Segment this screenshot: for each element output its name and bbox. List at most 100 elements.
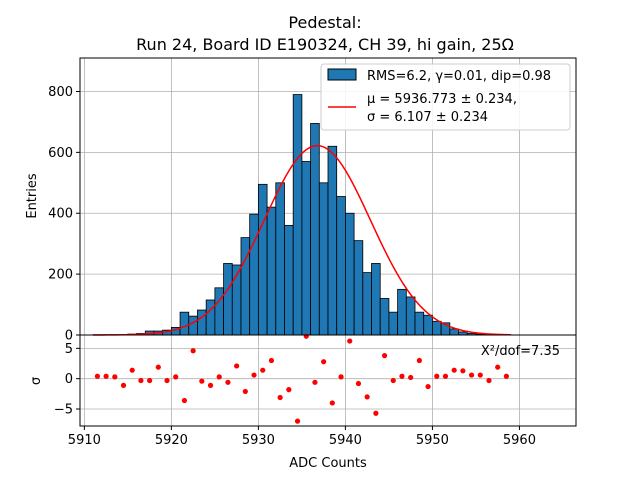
histogram-bar — [266, 206, 277, 336]
gaussian-fit-curve — [93, 144, 511, 336]
histogram-bar — [214, 287, 224, 336]
histogram-bar — [336, 196, 346, 336]
histogram-bar — [353, 240, 364, 336]
histogram-ytick-label: 400 — [48, 207, 73, 222]
residual-xtick-label: 5930 — [242, 433, 275, 448]
histogram-bar — [423, 314, 433, 336]
residual-point — [442, 373, 449, 379]
histogram-bar — [379, 298, 390, 336]
legend-hist-label: RMS=6.2, γ=0.01, dip=0.98 — [367, 69, 551, 84]
residual-point — [120, 382, 127, 388]
histogram-bar — [318, 182, 329, 336]
histogram-bar — [362, 272, 372, 336]
residual-point — [242, 388, 248, 395]
residual-point — [207, 382, 214, 388]
residual-point — [399, 373, 405, 379]
residual-point — [155, 364, 161, 370]
residual-xticks: 5910 5920 5930 5940 5950 5960 — [68, 426, 536, 448]
histogram-bar — [249, 213, 259, 336]
residual-ytick-label: 5 — [65, 342, 73, 357]
histogram-bar — [223, 263, 233, 336]
residual-point — [329, 400, 335, 406]
legend-fit-label-sigma: σ = 6.107 ± 0.234 — [367, 110, 488, 125]
residual-point — [338, 374, 344, 380]
residual-point — [199, 378, 205, 384]
histogram-bar — [301, 161, 311, 336]
histogram-ytick-label: 200 — [48, 268, 73, 283]
histogram-bar — [188, 315, 198, 336]
residual-point — [416, 357, 422, 364]
residual-grid — [80, 335, 576, 426]
residual-xlabel: ADC Counts — [289, 456, 367, 471]
residual-point — [129, 367, 135, 373]
residual-point — [425, 383, 431, 390]
residual-point — [408, 374, 414, 381]
residual-point — [277, 394, 283, 401]
residual-xtick-label: 5940 — [329, 433, 362, 448]
residual-point — [103, 373, 109, 379]
residual-point — [234, 363, 240, 369]
residual-points — [94, 333, 509, 424]
legend: RMS=6.2, γ=0.01, dip=0.98 μ = 5936.773 ±… — [320, 63, 571, 131]
histogram-bars — [92, 94, 512, 336]
residual-xtick-label: 5950 — [416, 433, 449, 448]
residual-point — [286, 387, 292, 393]
residual-point — [181, 397, 188, 404]
histogram-bar — [284, 225, 294, 336]
histogram-bar — [197, 309, 207, 336]
residual-point — [486, 377, 492, 384]
residual-point — [147, 377, 153, 384]
residual-point — [190, 348, 196, 354]
chart-subtitle: Run 24, Board ID E190324, CH 39, hi gain… — [136, 35, 514, 54]
residual-point — [381, 353, 388, 359]
histogram-ytick-label: 0 — [65, 329, 73, 344]
residual-panel: −5 0 5 5910 5920 5930 5940 5950 5960 σ ADC Coun… — [29, 333, 577, 471]
histogram-bar — [405, 296, 416, 336]
residual-ylabel: σ — [29, 377, 44, 385]
histogram-bar — [257, 183, 268, 336]
residual-ytick-label: 0 — [65, 372, 73, 387]
histogram-bar — [327, 145, 338, 336]
residual-point — [364, 394, 370, 400]
residual-point — [477, 372, 483, 378]
histogram-bar — [179, 311, 190, 336]
residual-point — [373, 410, 379, 416]
histogram-ylabel: Entries — [25, 173, 40, 219]
histogram-panel: 0 200 400 600 800 Entries RMS=6.2, γ=0.01, d… — [25, 57, 577, 344]
residual-point — [495, 364, 501, 370]
residual-point — [94, 373, 101, 379]
histogram-bar — [432, 320, 442, 336]
residual-point — [112, 374, 118, 380]
residual-point — [164, 377, 170, 384]
histogram-bar — [292, 94, 303, 336]
residual-point — [355, 380, 362, 387]
chi2-annotation: X²/dof=7.35 — [481, 344, 560, 359]
residual-point — [251, 372, 257, 378]
histogram-ytick-label: 600 — [48, 146, 73, 161]
residual-xtick-label: 5960 — [503, 433, 536, 448]
histogram-yticks: 0 200 400 600 800 — [48, 85, 80, 344]
residual-point — [312, 379, 318, 385]
histogram-bar — [205, 299, 216, 336]
histogram-bar — [275, 182, 285, 336]
histogram-ytick-label: 800 — [48, 85, 73, 100]
residual-xtick-label: 5910 — [68, 433, 101, 448]
histogram-bar — [397, 288, 407, 336]
residual-point — [260, 367, 266, 373]
residual-point — [138, 377, 144, 384]
residual-xtick-label: 5920 — [155, 433, 188, 448]
histogram-bar — [310, 123, 320, 336]
residual-yticks: −5 0 5 — [54, 342, 80, 418]
histogram-bar — [371, 263, 381, 336]
residual-point — [321, 359, 327, 365]
residual-point — [216, 374, 222, 380]
residual-point — [503, 373, 509, 379]
legend-fit-label-mu: μ = 5936.773 ± 0.234, — [367, 92, 517, 107]
residual-point — [434, 373, 440, 379]
residual-point — [460, 368, 466, 374]
residual-point — [268, 357, 275, 364]
residual-point — [468, 372, 475, 378]
histogram-bar — [345, 212, 355, 336]
legend-hist-swatch — [327, 68, 357, 81]
